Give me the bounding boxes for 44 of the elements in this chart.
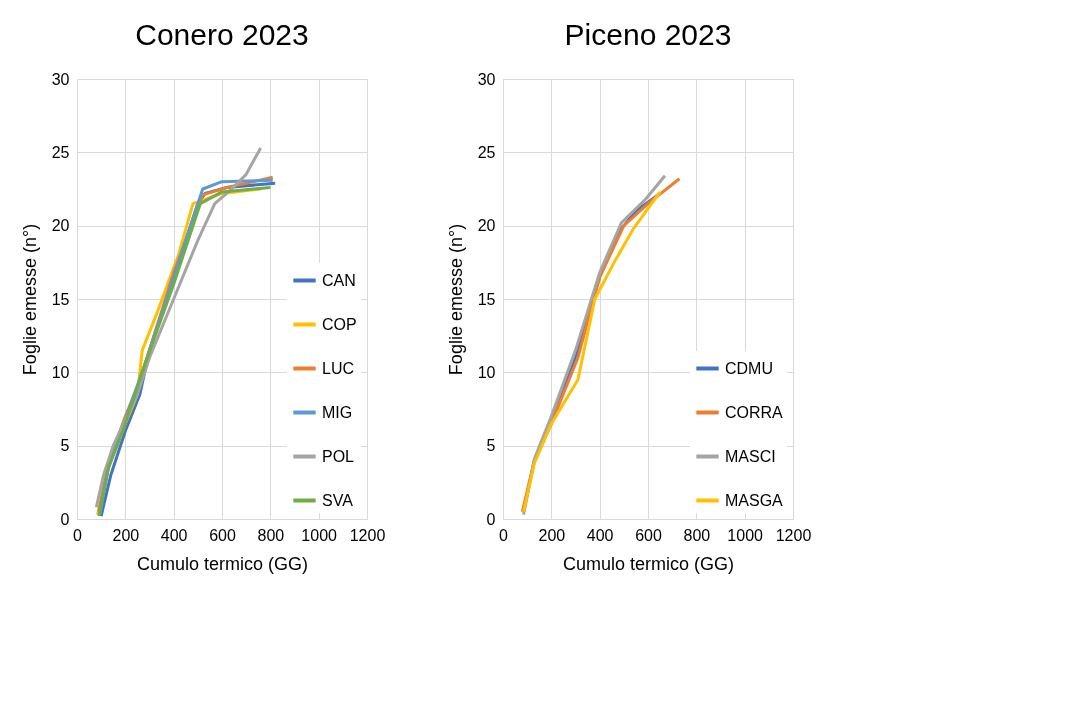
x-tick-label: 800	[257, 526, 285, 544]
y-tick-label: 0	[60, 510, 70, 528]
legend-label: CORRA	[725, 403, 784, 421]
legend-label: MASGA	[725, 491, 784, 509]
legend-label: CDMU	[725, 359, 773, 377]
x-tick-label: 200	[112, 526, 140, 544]
y-tick-label: 15	[477, 290, 496, 308]
y-tick-label: 25	[477, 143, 496, 161]
legend-label: CAN	[322, 271, 356, 289]
x-tick-label: 400	[160, 526, 188, 544]
legend-label: POL	[322, 447, 355, 465]
y-tick-label: 30	[477, 70, 496, 88]
y-tick-label: 20	[51, 217, 70, 235]
y-tick-label: 10	[51, 363, 70, 381]
x-tick-label: 1200	[775, 526, 812, 544]
y-tick-label: 5	[60, 437, 70, 455]
y-tick-label: 25	[51, 143, 70, 161]
x-tick-label: 1200	[349, 526, 386, 544]
x-axis-title: Cumulo termico (GG)	[136, 553, 309, 574]
y-tick-label: 15	[51, 290, 70, 308]
legend-label: COP	[322, 315, 357, 333]
y-tick-label: 5	[486, 437, 496, 455]
y-tick-label: 10	[477, 363, 496, 381]
x-tick-label: 400	[586, 526, 614, 544]
x-tick-label: 600	[635, 526, 662, 544]
x-tick-label: 200	[538, 526, 566, 544]
y-tick-label: 0	[486, 510, 496, 528]
y-axis-title: Foglie emesse (n°)	[445, 223, 466, 376]
x-tick-label: 0	[499, 526, 509, 544]
x-tick-label: 1000	[301, 526, 338, 544]
y-axis-title: Foglie emesse (n°)	[19, 223, 40, 376]
x-tick-label: 800	[683, 526, 711, 544]
x-tick-label: 600	[209, 526, 236, 544]
legend-label: MIG	[322, 403, 353, 421]
legend-label: SVA	[322, 491, 354, 509]
y-tick-label: 20	[477, 217, 496, 235]
x-axis-title: Cumulo termico (GG)	[562, 553, 735, 574]
chart-title: Conero 2023	[135, 18, 309, 51]
x-tick-label: 1000	[727, 526, 764, 544]
x-tick-label: 0	[73, 526, 83, 544]
legend-label: LUC	[322, 359, 355, 377]
y-tick-label: 30	[51, 70, 70, 88]
chart-title: Piceno 2023	[564, 18, 732, 51]
legend-label: MASCI	[725, 447, 776, 465]
